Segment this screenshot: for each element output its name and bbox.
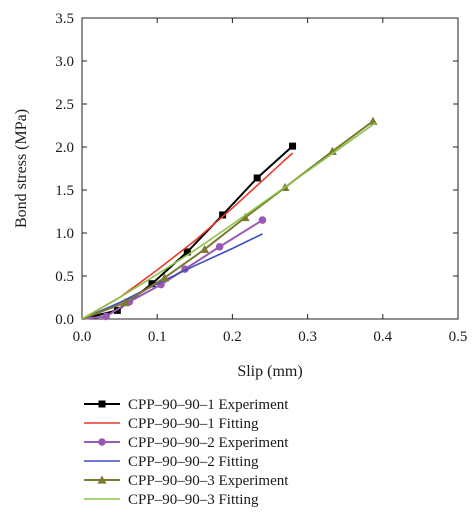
data-point xyxy=(160,273,170,282)
plot-frame xyxy=(81,17,459,320)
data-point xyxy=(219,211,227,219)
legend-item: CPP–90–90–1 Fitting xyxy=(84,416,259,432)
legend-label: CPP–90–90–2 Fitting xyxy=(128,454,259,470)
data-point xyxy=(327,146,337,155)
data-point xyxy=(102,312,110,321)
y-axis-title: Bond stress (MPa) xyxy=(13,109,30,228)
series-6 xyxy=(81,122,376,320)
series-4 xyxy=(81,233,263,320)
y-tick-label: 1.5 xyxy=(55,183,74,199)
legend-label: CPP–90–90–1 Fitting xyxy=(128,416,259,432)
legend-label: CPP–90–90–3 Fitting xyxy=(128,492,259,508)
legend-marker xyxy=(98,400,106,408)
legend-marker xyxy=(98,438,106,446)
y-tick-label: 0.5 xyxy=(55,269,74,285)
data-point xyxy=(183,248,191,256)
series-line xyxy=(81,120,374,320)
series-2 xyxy=(81,152,294,320)
data-point xyxy=(258,216,267,224)
data-point xyxy=(289,142,297,150)
x-tick-label: 0.0 xyxy=(73,329,92,345)
axes: 0.0 0.1 0.2 0.3 0.4 0.5 0.0 0.5 1.0 1.5 2.0 2.5 3.0 3… xyxy=(55,11,467,345)
data-point xyxy=(368,116,378,125)
x-axis-title: Slip (mm) xyxy=(237,363,302,380)
y-tick-label: 1.0 xyxy=(55,226,74,242)
series-line xyxy=(81,145,294,320)
x-tick-label: 0.5 xyxy=(449,329,468,345)
y-tick-label: 2.5 xyxy=(55,97,74,113)
legend: CPP–90–90–1 Experiment CPP–90–90–1 Fittin… xyxy=(84,397,289,508)
data-point xyxy=(200,244,210,253)
series-line xyxy=(81,152,294,320)
data-point xyxy=(253,174,261,182)
series-layer xyxy=(81,116,378,321)
legend-item: CPP–90–90–1 Experiment xyxy=(84,397,289,413)
x-tick-label: 0.1 xyxy=(148,329,167,345)
x-tick-label: 0.3 xyxy=(298,329,317,345)
y-tick-label: 3.5 xyxy=(55,11,74,27)
legend-item: CPP–90–90–3 Experiment xyxy=(84,473,289,489)
data-point xyxy=(240,213,250,222)
legend-item: CPP–90–90–2 Fitting xyxy=(84,454,259,470)
x-tick-label: 0.4 xyxy=(373,329,392,345)
x-tick-label: 0.2 xyxy=(223,329,242,345)
data-point xyxy=(148,280,156,288)
series-3 xyxy=(81,216,267,321)
series-line xyxy=(81,122,376,320)
plot-border xyxy=(81,17,459,320)
series-line xyxy=(81,233,263,320)
series-1 xyxy=(81,142,297,320)
legend-item: CPP–90–90–3 Fitting xyxy=(84,492,259,508)
y-tick-label: 3.0 xyxy=(55,54,74,70)
legend-item: CPP–90–90–2 Experiment xyxy=(84,435,289,451)
legend-marker xyxy=(97,475,107,484)
data-point xyxy=(120,298,130,307)
data-point xyxy=(215,242,224,251)
y-tick-label: 2.0 xyxy=(55,140,74,156)
legend-label: CPP–90–90–2 Experiment xyxy=(128,435,289,451)
series-5 xyxy=(81,116,378,320)
legend-label: CPP–90–90–3 Experiment xyxy=(128,473,289,489)
legend-label: CPP–90–90–1 Experiment xyxy=(128,397,289,413)
y-tick-label: 0.0 xyxy=(55,312,74,328)
